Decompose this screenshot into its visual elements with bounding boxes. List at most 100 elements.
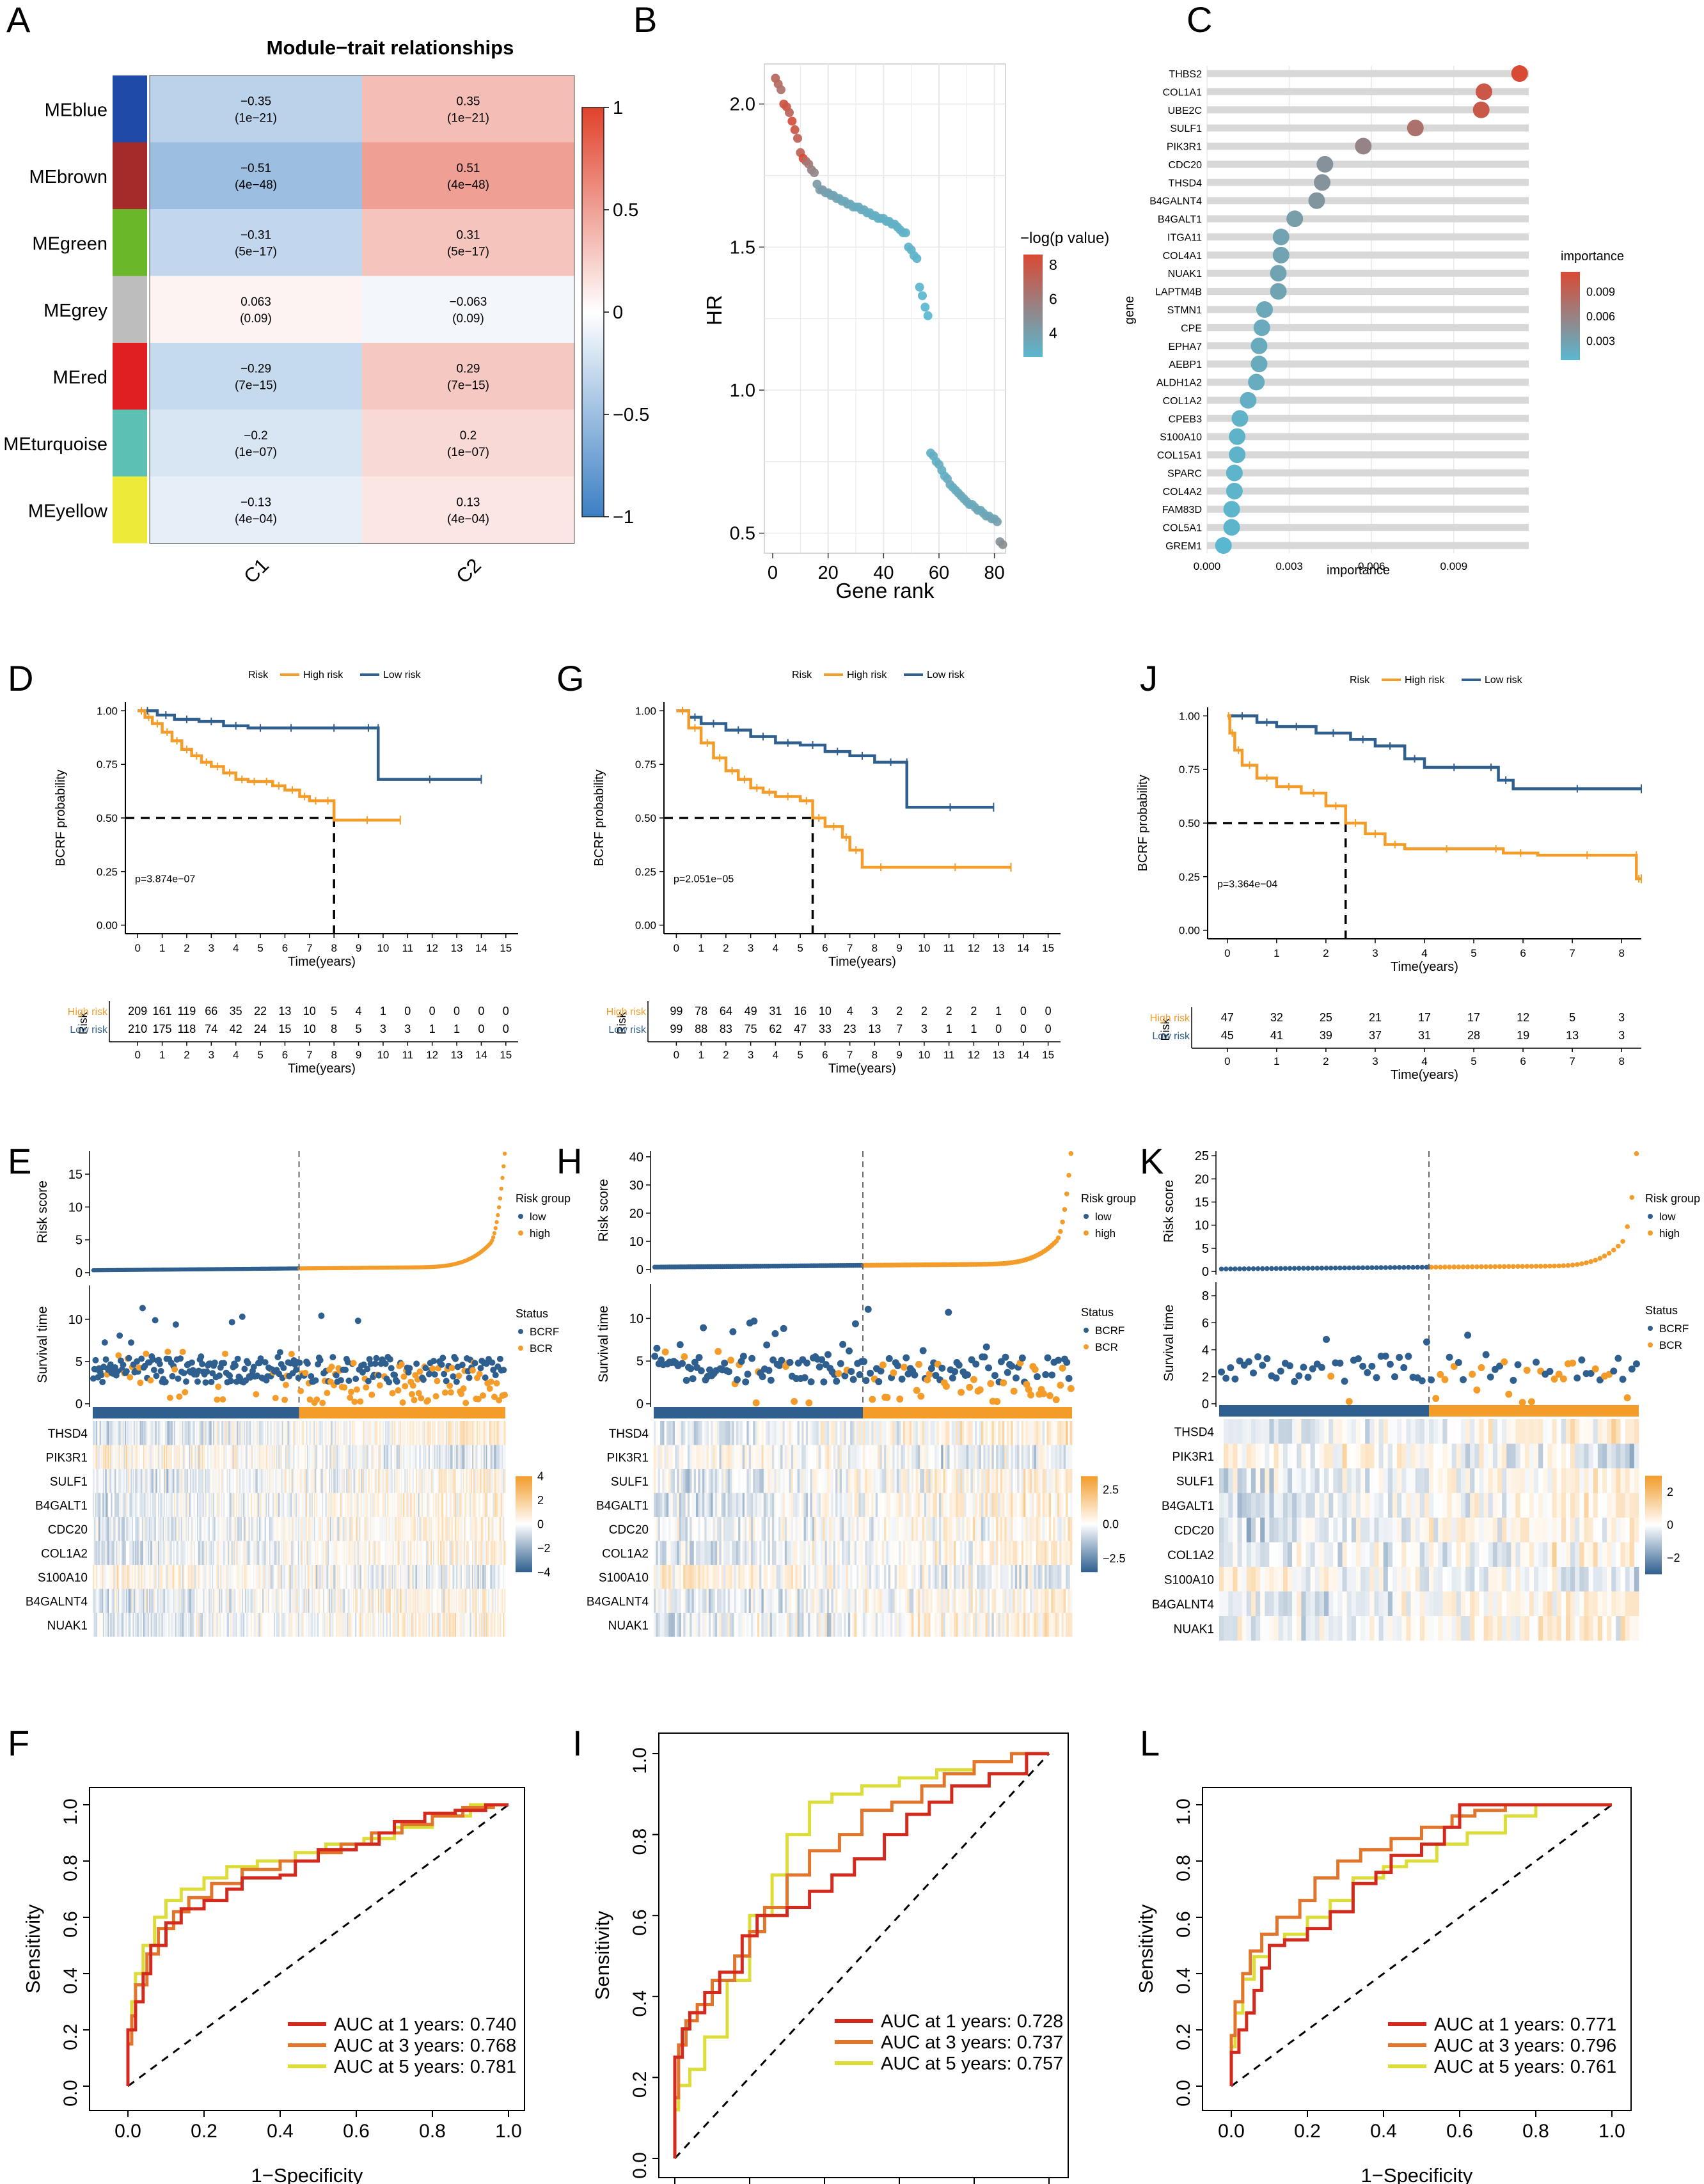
- heat-cell: [384, 1421, 387, 1445]
- score-y-tick-label: 30: [629, 1179, 643, 1193]
- heat-cell: [256, 1493, 258, 1517]
- legend-low-label: Low risk: [383, 670, 422, 680]
- table-x-tick-label: 14: [1017, 1049, 1029, 1061]
- heat-cell: [148, 1469, 150, 1493]
- heat-cell: [274, 1445, 276, 1469]
- heat-cell: [309, 1565, 311, 1589]
- heat-cell: [428, 1565, 430, 1589]
- heat-cell: [490, 1421, 492, 1445]
- heat-cell: [299, 1493, 301, 1517]
- heat-cell: [398, 1613, 400, 1637]
- heat-cell: [200, 1565, 202, 1589]
- heat-cell: [262, 1493, 264, 1517]
- heat-cell: [113, 1469, 115, 1493]
- heat-cell: [119, 1565, 121, 1589]
- heat-cell: [197, 1469, 199, 1493]
- survival-point: [406, 1365, 413, 1372]
- score-y-label: Risk score: [596, 1179, 611, 1241]
- heat-cell: [380, 1493, 382, 1517]
- heat-cell: [436, 1613, 438, 1637]
- heat-cell: [443, 1421, 445, 1445]
- heat-cell: [93, 1565, 95, 1589]
- heat-cell: [332, 1469, 334, 1493]
- heat-cell: [167, 1445, 169, 1469]
- heat-cell: [115, 1517, 118, 1541]
- heat-cell: [435, 1565, 437, 1589]
- heat-cell: [380, 1589, 382, 1613]
- heat-cell: [442, 1469, 444, 1493]
- gene-label-ITGA11: ITGA11: [1167, 232, 1202, 243]
- heat-cell: [368, 1613, 370, 1637]
- heat-cell: [427, 1469, 429, 1493]
- x-tick-label: 0.003: [1275, 560, 1303, 572]
- heat-cell: [459, 1541, 461, 1565]
- heat-cell: [309, 1421, 311, 1445]
- heat-cell: [319, 1493, 321, 1517]
- heat-cell: [428, 1589, 430, 1613]
- x-tick-label: 13: [451, 942, 463, 954]
- heat-cell: [191, 1613, 193, 1637]
- heat-cell: [347, 1469, 349, 1493]
- heat-cell: [461, 1613, 462, 1637]
- heat-cell: [400, 1565, 402, 1589]
- heat-cell: [367, 1517, 368, 1541]
- heat-cell: [270, 1493, 272, 1517]
- heat-cell: [404, 1469, 406, 1493]
- heat-cell: [480, 1541, 482, 1565]
- heat-cell: [461, 1541, 462, 1565]
- heat-cell: [296, 1445, 299, 1469]
- heat-cell: [142, 1517, 144, 1541]
- heat-cell: [354, 1589, 356, 1613]
- table-x-tick-label: 10: [918, 1049, 930, 1061]
- heat-cell: [474, 1613, 476, 1637]
- heat-cell: [274, 1421, 277, 1445]
- heat-cell: [332, 1589, 334, 1613]
- heat-cell: [251, 1445, 253, 1469]
- table-low-count: 1: [970, 1023, 977, 1035]
- heat-cell: [217, 1421, 219, 1445]
- heat-cell: [342, 1445, 344, 1469]
- heat-cell: [458, 1613, 460, 1637]
- heat-cell: [483, 1565, 485, 1589]
- heat-cell: [164, 1517, 166, 1541]
- heat-cell: [262, 1589, 264, 1613]
- survival-point: [100, 1363, 107, 1371]
- heat-cell: [494, 1589, 497, 1613]
- heat-cell: [313, 1421, 315, 1445]
- heat-cell: [426, 1445, 428, 1469]
- heat-cell: [309, 1445, 311, 1469]
- heat-cell: [428, 1421, 430, 1445]
- heat-cell: [293, 1469, 295, 1493]
- heat-cell: [404, 1421, 406, 1445]
- heat-cell: [491, 1589, 493, 1613]
- survival-point: [318, 1312, 325, 1319]
- survival-point: [500, 1367, 507, 1374]
- heat-cell: [184, 1565, 186, 1589]
- heat-cell: [139, 1469, 141, 1493]
- table-low-count: 0: [1020, 1023, 1027, 1035]
- heat-cell: [301, 1469, 303, 1493]
- heat-cell: [107, 1469, 109, 1493]
- heat-cell: [500, 1613, 503, 1637]
- heat-cell: [478, 1589, 480, 1613]
- heat-cell: [199, 1445, 201, 1469]
- heat-cell: [132, 1445, 134, 1469]
- heat-cell: [150, 1565, 152, 1589]
- heat-cell: [141, 1613, 143, 1637]
- heat-colorbar-label: 2: [537, 1494, 544, 1507]
- heat-cell: [288, 1565, 290, 1589]
- heat-cell: [459, 1469, 461, 1493]
- heat-cell: [299, 1517, 301, 1541]
- heat-cell: [100, 1541, 102, 1565]
- survival-point: [679, 1360, 686, 1367]
- heat-cell: [494, 1517, 496, 1541]
- heat-cell: [498, 1541, 500, 1565]
- heat-cell: [442, 1493, 444, 1517]
- heat-cell: [465, 1565, 467, 1589]
- heat-cell: [158, 1493, 160, 1517]
- x-tick-label: 5: [257, 942, 263, 954]
- x-tick-label: 1: [698, 942, 704, 954]
- table-high-count: 1: [995, 1005, 1002, 1017]
- row-label-MEbrown: MEbrown: [29, 167, 108, 187]
- heat-cell: [304, 1613, 306, 1637]
